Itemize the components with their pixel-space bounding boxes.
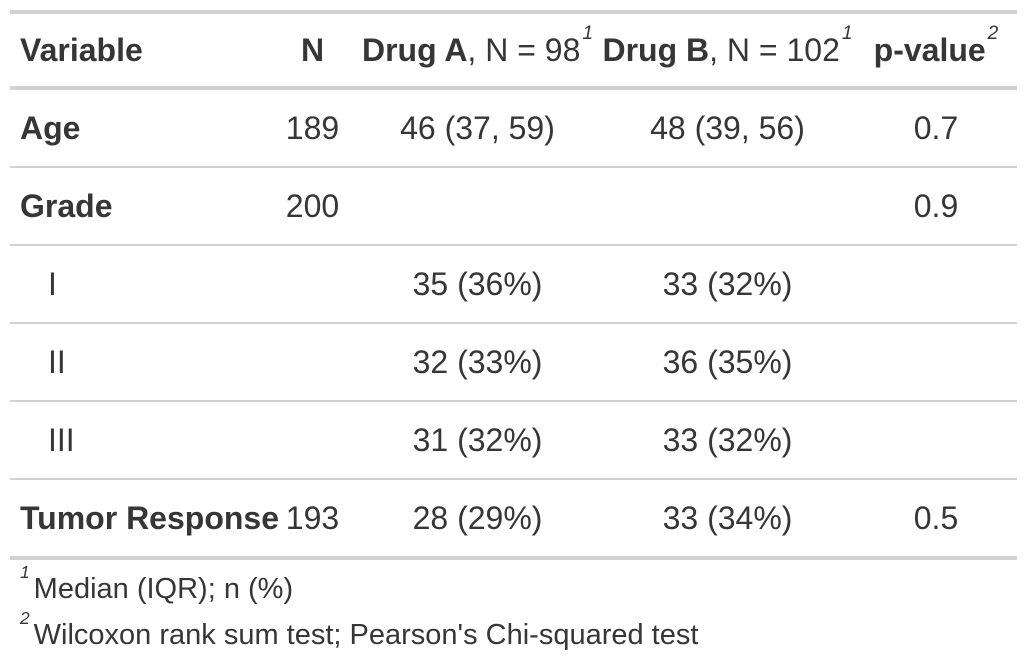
cell-drug-b: 33 (32%) [600, 245, 855, 324]
footnote-2-cell: 2Wilcoxon rank sum test; Pearson's Chi-s… [10, 609, 1017, 663]
cell-label: Grade [10, 167, 270, 246]
row-age: Age 189 46 (37, 59) 48 (39, 56) 0.7 [10, 88, 1017, 168]
drug-b-header-n: , N = 102 [709, 32, 840, 68]
variable-header-label: Variable [20, 32, 143, 68]
cell-drug-b: 48 (39, 56) [600, 88, 855, 168]
p-value-header-label: p-value [873, 32, 986, 68]
cell-p-value [855, 245, 1017, 324]
col-header-n: N [270, 12, 355, 90]
cell-drug-b: 33 (32%) [600, 401, 855, 480]
cell-n [270, 245, 355, 324]
drug-a-header-name: Drug A [361, 32, 468, 68]
cell-n: 200 [270, 167, 355, 246]
cell-drug-a: 46 (37, 59) [355, 88, 600, 168]
cell-drug-b [600, 167, 855, 246]
row-tumor-response: Tumor Response 193 28 (29%) 33 (34%) 0.5 [10, 479, 1017, 560]
footnote-2: 2Wilcoxon rank sum test; Pearson's Chi-s… [10, 609, 1017, 663]
cell-label: II [10, 323, 270, 402]
row-grade-iii: III 31 (32%) 33 (32%) [10, 401, 1017, 480]
cell-drug-a: 31 (32%) [355, 401, 600, 480]
cell-drug-a: 35 (36%) [355, 245, 600, 324]
summary-table: Variable N Drug A, N = 98 1 Drug B, N = 1… [10, 10, 1017, 663]
cell-drug-b: 36 (35%) [600, 323, 855, 402]
drug-a-footnote-mark: 1 [582, 22, 594, 44]
header-row: Variable N Drug A, N = 98 1 Drug B, N = 1… [10, 12, 1017, 90]
cell-p-value: 0.9 [855, 167, 1017, 246]
drug-a-header-n: , N = 98 [467, 32, 581, 68]
drug-b-footnote-mark: 1 [841, 22, 853, 44]
drug-b-header-name: Drug B [602, 32, 710, 68]
col-header-variable: Variable [10, 12, 270, 90]
cell-drug-a: 32 (33%) [355, 323, 600, 402]
cell-drug-a [355, 167, 600, 246]
footnote-2-text: Wilcoxon rank sum test; Pearson's Chi-sq… [33, 619, 699, 651]
cell-n [270, 401, 355, 480]
footnote-1: 1Median (IQR); n (%) [10, 558, 1017, 612]
cell-n: 193 [270, 479, 355, 560]
footnote-1-mark: 1 [20, 561, 30, 582]
cell-drug-a: 28 (29%) [355, 479, 600, 560]
p-value-footnote-mark: 2 [987, 22, 999, 44]
cell-label: Tumor Response [10, 479, 279, 560]
cell-p-value [855, 401, 1017, 480]
row-grade-i: I 35 (36%) 33 (32%) [10, 245, 1017, 324]
cell-p-value [855, 323, 1017, 402]
cell-p-value: 0.5 [855, 479, 1017, 560]
col-header-drug-a: Drug A, N = 98 1 [355, 12, 600, 90]
cell-label: I [10, 245, 270, 324]
n-header-label: N [300, 32, 325, 68]
cell-drug-b: 33 (34%) [600, 479, 855, 560]
cell-p-value: 0.7 [855, 88, 1017, 168]
summary-table-container: Variable N Drug A, N = 98 1 Drug B, N = 1… [10, 10, 1017, 663]
row-grade-ii: II 32 (33%) 36 (35%) [10, 323, 1017, 402]
footnote-2-mark: 2 [20, 607, 30, 628]
cell-label: III [10, 401, 270, 480]
footnote-1-cell: 1Median (IQR); n (%) [10, 558, 1017, 612]
cell-n [270, 323, 355, 402]
cell-n: 189 [270, 88, 355, 168]
cell-label: Age [10, 88, 270, 168]
footnote-1-text: Median (IQR); n (%) [33, 573, 294, 605]
row-grade: Grade 200 0.9 [10, 167, 1017, 246]
col-header-p-value: p-value 2 [855, 12, 1017, 90]
col-header-drug-b: Drug B, N = 102 1 [600, 12, 855, 90]
